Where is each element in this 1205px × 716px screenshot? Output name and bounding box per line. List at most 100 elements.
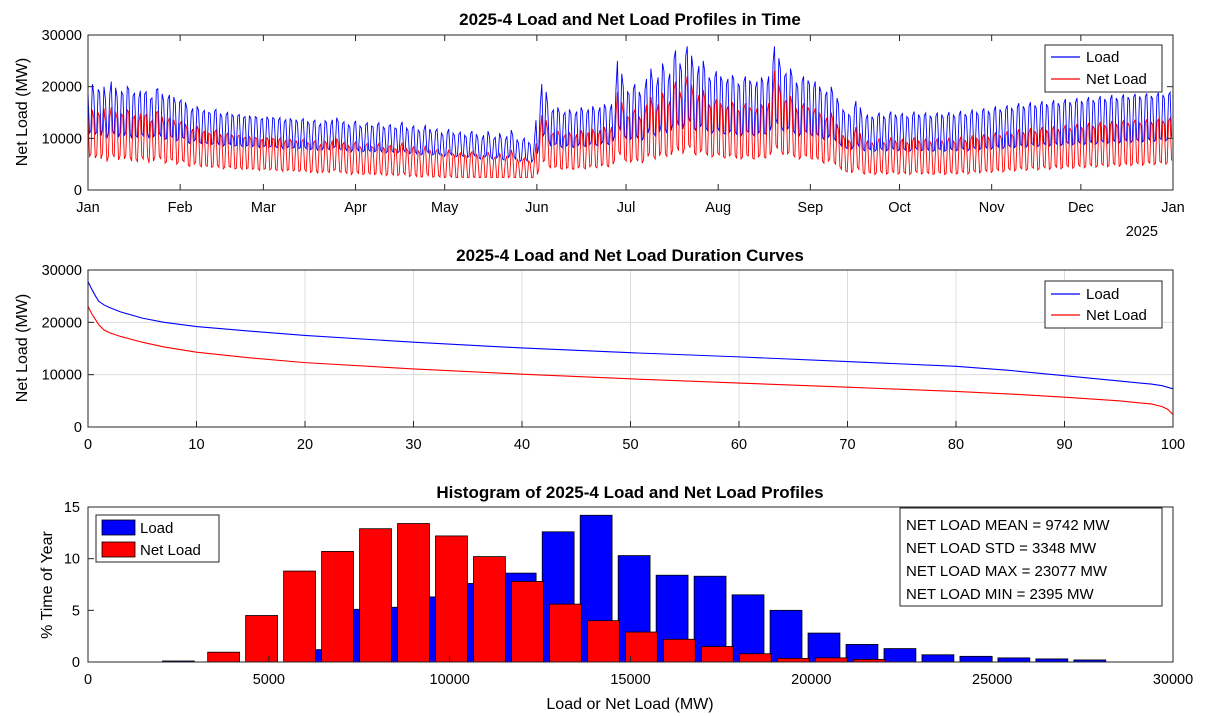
time-profile-xtick-label: May [431, 200, 459, 216]
histogram-stats-box: NET LOAD MEAN = 9742 MW NET LOAD STD = 3… [899, 507, 1163, 607]
time-profile-xtick-label: Sep [797, 200, 823, 216]
time-profile-xtick-label: Apr [344, 200, 367, 216]
stat-net-load-max: NET LOAD MAX = 23077 MW [906, 563, 1108, 580]
duration-curve-xtick-label: 50 [622, 437, 638, 453]
histogram-load-bar [959, 655, 993, 663]
time-profile-axes-box [87, 34, 1174, 191]
duration-curve-legend: Load Net Load [1044, 280, 1163, 329]
duration-curve-ytick-label: 30000 [42, 263, 82, 279]
time-profile-ytick-label: 10000 [42, 131, 82, 147]
time-profile-series-net-load-line [87, 70, 1172, 179]
histogram-legend-load-swatch [101, 519, 136, 536]
duration-curve-ytick-label: 10000 [42, 368, 82, 384]
histogram-xtick-label: 15000 [610, 672, 650, 688]
histogram-ytick-label: 0 [72, 655, 80, 671]
histogram-load-bar [883, 648, 917, 663]
histogram-net-load-bar [700, 646, 734, 663]
duration-curve-grid [87, 269, 1174, 428]
time-profile-ytick-label: 0 [74, 183, 82, 199]
time-profile-series [87, 46, 1172, 179]
duration-curve-series [87, 281, 1174, 415]
duration-curve-ytick-label: 0 [74, 420, 82, 436]
duration-curve-xtick-label: 80 [948, 437, 964, 453]
time-profile-xtick-label: Dec [1068, 200, 1094, 216]
time-profile-panel: 2025-4 Load and Net Load Profiles in Tim… [14, 10, 1185, 240]
histogram-ytick-label: 5 [72, 603, 80, 619]
stat-net-load-mean: NET LOAD MEAN = 9742 MW [906, 517, 1110, 534]
histogram-net-load-bar [321, 551, 354, 663]
duration-curve-xtick-label: 90 [1056, 437, 1072, 453]
histogram-xtick-label: 0 [84, 672, 92, 688]
histogram-load-bar [769, 609, 803, 663]
stat-net-load-min: NET LOAD MIN = 2395 MW [906, 586, 1095, 603]
histogram-net-load-bar [359, 528, 392, 663]
time-profile-ylabel: Net Load (MW) [14, 58, 31, 166]
time-profile-legend: Load Net Load [1044, 44, 1163, 93]
histogram-ytick-label: 10 [64, 552, 80, 568]
duration-curve-xtick-label: 100 [1161, 437, 1185, 453]
duration-curve-legend-load-label: Load [1086, 286, 1119, 303]
histogram-load-bar [807, 632, 841, 663]
histogram-net-load-bar [435, 535, 468, 663]
histogram-xtick-label: 25000 [972, 672, 1012, 688]
time-profile-xtick-label: Jul [617, 200, 636, 216]
time-profile-xtick-label: Oct [888, 200, 911, 216]
histogram-ytick-label: 15 [64, 500, 80, 516]
stat-net-load-std: NET LOAD STD = 3348 MW [906, 540, 1097, 557]
time-profile-xtick-label: Feb [168, 200, 193, 216]
histogram-bars [162, 514, 1107, 663]
histogram-load-bar [731, 594, 765, 663]
histogram-ylabel: % Time of Year [39, 531, 56, 639]
duration-curve-ylabel: Net Load (MW) [14, 294, 31, 402]
histogram-net-load-bar [776, 657, 810, 663]
histogram-ticks: 0 5000 10000 15000 20000 25000 30000 0 5 10 15 [64, 500, 1193, 688]
time-profile-series-load-line [87, 46, 1172, 164]
histogram-net-load-bar [549, 603, 582, 663]
time-profile-xtick-label: Jun [525, 200, 548, 216]
histogram-legend-load-label: Load [140, 520, 173, 537]
time-profile-xtick-label: Jan [1161, 200, 1184, 216]
histogram-xtick-label: 5000 [253, 672, 285, 688]
duration-curve-legend-netload-label: Net Load [1086, 307, 1147, 324]
duration-curve-xtick-label: 40 [514, 437, 530, 453]
duration-curve-xtick-label: 20 [297, 437, 313, 453]
time-profile-title: 2025-4 Load and Net Load Profiles in Tim… [459, 10, 801, 29]
histogram-net-load-bar [814, 657, 848, 663]
time-profile-legend-load-label: Load [1086, 49, 1119, 66]
histogram-stats-frame [899, 507, 1163, 607]
histogram-net-load-bar [738, 653, 772, 663]
duration-curve-ytick-label: 20000 [42, 315, 82, 331]
time-profile-legend-box [1044, 44, 1163, 93]
histogram-xtick-label: 20000 [791, 672, 831, 688]
duration-curve-xtick-label: 10 [188, 437, 204, 453]
histogram-load-bar [997, 657, 1031, 663]
duration-curve-net-load-line [87, 305, 1174, 415]
duration-curve-xtick-label: 0 [84, 437, 92, 453]
histogram-xtick-label: 10000 [430, 672, 470, 688]
histogram-net-load-bar [662, 638, 696, 663]
time-profile-xtick-label: Aug [705, 200, 731, 216]
histogram-xlabel: Load or Net Load (MW) [546, 696, 713, 713]
duration-curve-legend-box [1044, 280, 1163, 329]
histogram-net-load-bar [587, 620, 620, 663]
duration-curve-title: 2025-4 Load and Net Load Duration Curves [456, 246, 804, 265]
time-profile-ytick-label: 30000 [42, 28, 82, 44]
histogram-panel: Histogram of 2025-4 Load and Net Load Pr… [39, 483, 1193, 713]
histogram-xtick-label: 30000 [1153, 672, 1193, 688]
duration-curve-xtick-label: 70 [839, 437, 855, 453]
histogram-net-load-bar [207, 651, 240, 663]
histogram-net-load-bar [473, 556, 506, 663]
time-profile-xtick-label: Nov [979, 200, 1006, 216]
time-profile-ytick-label: 20000 [42, 80, 82, 96]
time-profile-xtick-label: Mar [251, 200, 276, 216]
histogram-title: Histogram of 2025-4 Load and Net Load Pr… [436, 483, 823, 502]
duration-curve-xtick-label: 60 [731, 437, 747, 453]
time-profile-xtick-label: Jan [76, 200, 99, 216]
duration-curve-xtick-label: 30 [405, 437, 421, 453]
duration-curve-panel: 2025-4 Load and Net Load Duration Curves… [14, 246, 1185, 453]
histogram-legend: Load Net Load [95, 514, 220, 563]
histogram-load-bar [921, 654, 955, 663]
histogram-legend-netload-swatch [101, 541, 136, 558]
histogram-net-load-bar [245, 615, 278, 663]
